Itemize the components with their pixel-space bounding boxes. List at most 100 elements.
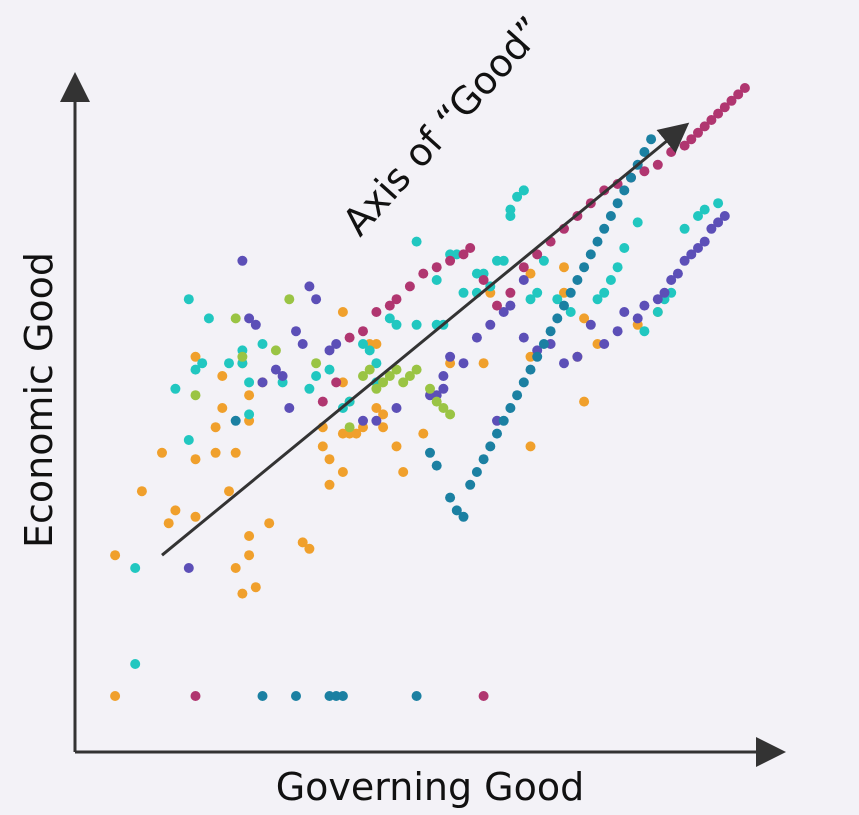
data-point [572,351,583,362]
data-point [190,454,201,465]
data-point [505,211,516,221]
data-point [270,364,281,375]
data-point [666,275,677,285]
data-point [398,377,409,388]
data-point [324,479,335,490]
axis-of-good-arrow [161,122,690,557]
data-point [478,275,489,285]
data-point [505,403,516,413]
data-point [311,294,322,305]
data-point [726,95,737,106]
data-point [230,313,241,324]
data-point [719,211,730,221]
data-point [458,358,469,369]
data-point [572,275,583,285]
data-point [311,358,322,369]
data-point [384,371,395,381]
data-point [317,396,328,407]
data-point [244,377,255,388]
data-point [371,415,382,426]
data-point [337,691,348,701]
data-point [183,294,194,305]
data-point [210,447,221,458]
data-point [358,371,368,381]
data-point [418,268,429,279]
data-point [518,377,529,388]
data-point [190,351,201,362]
data-point [458,287,469,298]
data-point [358,339,368,349]
data-point [331,339,342,349]
data-point [183,435,194,445]
data-point [451,505,462,516]
data-point [612,262,623,273]
data-point [693,127,703,138]
data-point [518,275,529,285]
data-point [525,268,536,279]
data-point [230,447,241,458]
data-point [545,326,556,337]
data-point [110,550,121,561]
data-point [478,691,489,701]
data-point [384,313,395,324]
data-point [652,159,663,170]
data-point [518,185,529,196]
data-point [170,383,181,394]
data-point [599,287,610,298]
data-point [679,255,690,266]
data-point [693,243,703,253]
data-point [512,390,523,401]
data-point [579,313,590,324]
data-point [277,371,288,381]
data-point [411,319,422,330]
data-point [431,396,442,407]
data-point [291,691,301,701]
data-point [438,371,449,381]
data-point [518,262,529,273]
data-point [565,307,576,317]
data-point [592,236,603,247]
data-point [431,275,442,285]
data-point [632,217,643,228]
data-point [652,307,663,317]
data-point [605,211,616,221]
data-point [626,172,636,183]
data-point [284,294,295,305]
data-point [304,543,315,554]
data-point [585,249,596,260]
data-point [471,467,482,477]
data-point [445,255,456,266]
data-point [425,447,435,458]
data-point [130,563,141,573]
data-point [559,358,569,369]
data-point [364,345,375,356]
data-point [471,332,482,343]
data-point [639,326,650,337]
data-point [525,441,536,452]
data-point [371,403,382,413]
data-point [331,377,342,388]
data-point [317,441,328,452]
data-point [559,300,569,311]
data-point [592,294,603,305]
data-point [525,364,536,375]
data-point [257,339,268,349]
data-point [224,358,234,369]
data-point [498,307,509,317]
data-point [230,415,241,426]
data-point [632,313,643,324]
data-point [599,339,610,349]
data-points [110,83,750,701]
data-point [699,121,710,132]
data-point [391,364,402,375]
data-point [465,243,476,253]
data-point [612,198,623,209]
data-point [458,511,469,522]
data-point [250,582,261,593]
data-point [264,518,275,529]
data-point [579,396,590,407]
data-point [538,255,549,266]
data-point [364,364,375,375]
data-point [478,454,489,465]
